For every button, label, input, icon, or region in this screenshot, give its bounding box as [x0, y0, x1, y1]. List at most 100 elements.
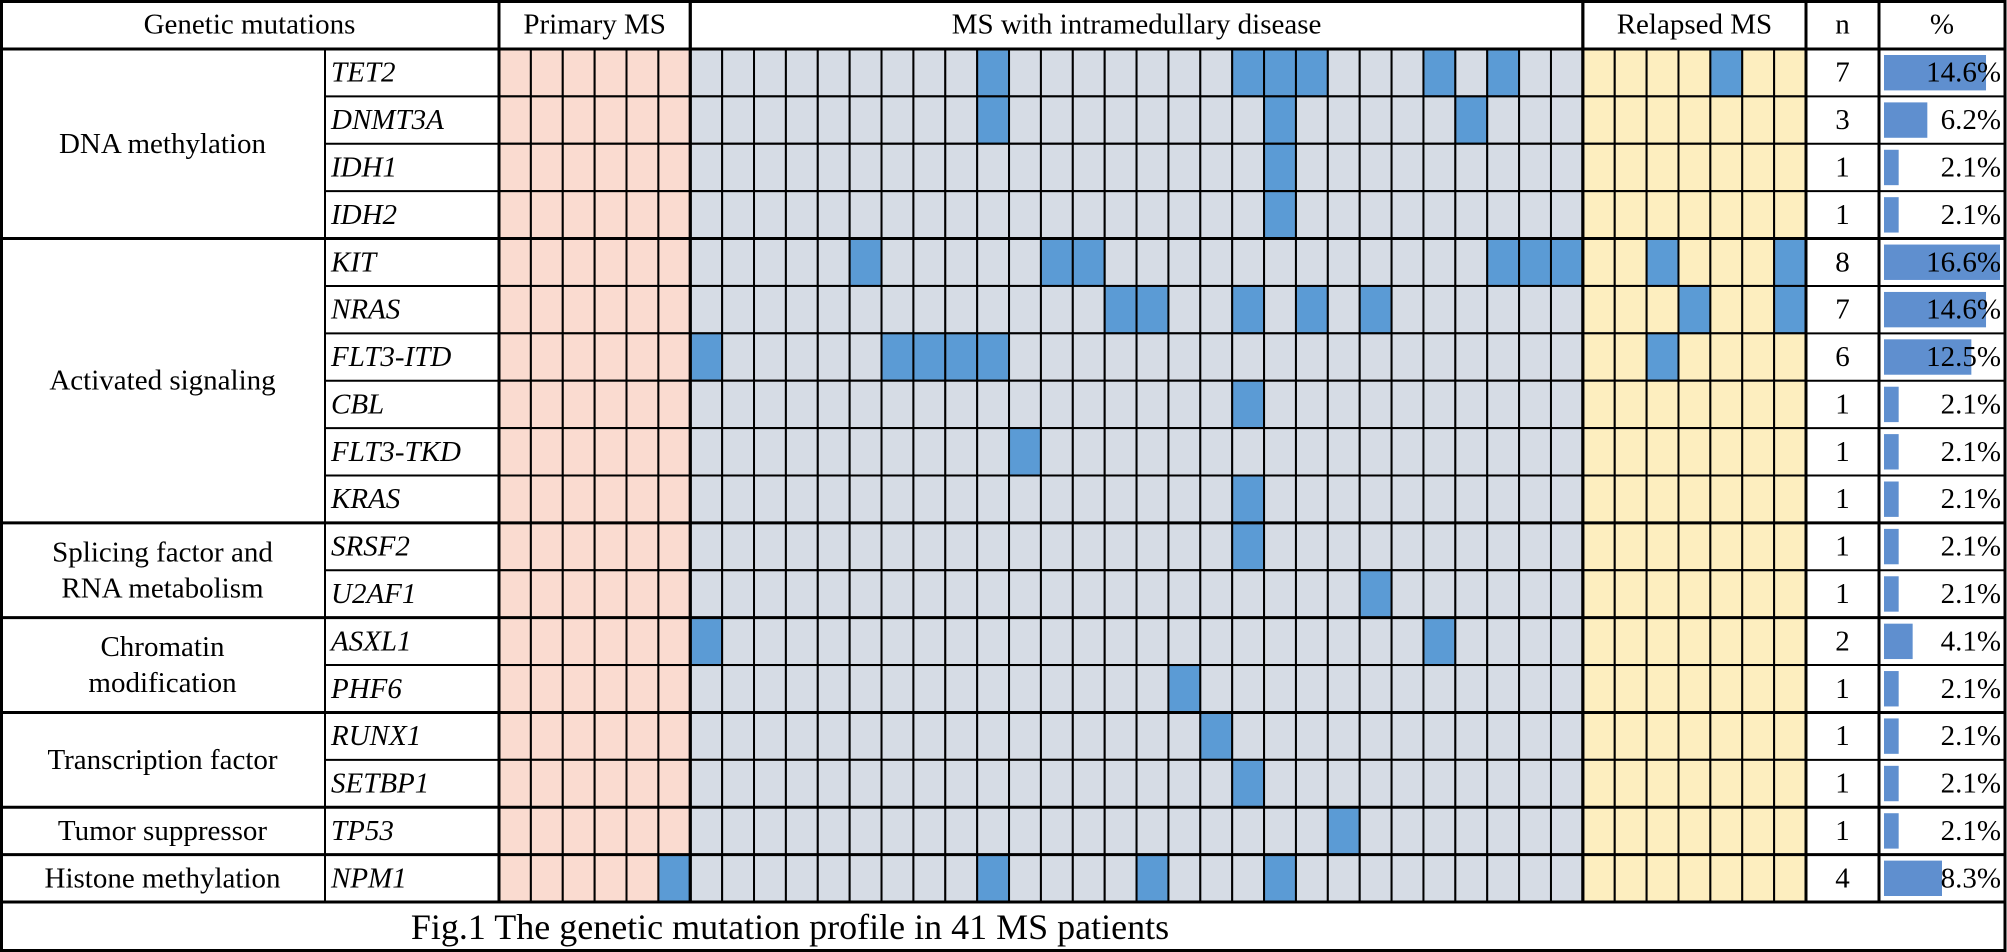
mutation-cell [753, 569, 787, 619]
mutation-cell [1454, 284, 1489, 335]
percent-label: 2.1% [1941, 483, 2001, 515]
mutation-cell [912, 95, 947, 145]
mutation-cell [1518, 521, 1552, 572]
mutation-cell [944, 664, 979, 714]
mutation-cell [1773, 427, 1807, 477]
mutation-cell [1645, 758, 1680, 809]
mutation-cell [1549, 379, 1584, 430]
mutation-cell [784, 237, 819, 287]
mutation-cell [848, 190, 883, 240]
percent-label: 2.1% [1941, 815, 2001, 847]
mutation-cell [784, 569, 819, 619]
mutation-cell [1199, 379, 1234, 430]
mutation-cell [1263, 616, 1297, 667]
mutation-cell [529, 332, 564, 382]
mutation-cell [498, 569, 532, 619]
mutation-cell [912, 48, 947, 98]
mutation-cell [944, 48, 979, 98]
mutation-cell [976, 758, 1011, 809]
mutation-cell [1199, 569, 1234, 619]
mutation-cell [1103, 95, 1138, 145]
mutation-cell [976, 427, 1011, 477]
mutation-cell [1581, 95, 1616, 145]
mutation-cell [593, 664, 628, 714]
mutation-cell [912, 664, 947, 714]
mutation-cell [1613, 190, 1648, 240]
mutation-cell [657, 48, 692, 98]
mutation-cell [816, 190, 851, 240]
group-label: modification [88, 667, 237, 699]
mutation-cell [1135, 237, 1170, 287]
mutation-cell [848, 427, 883, 477]
percent-bar [1884, 149, 1899, 186]
mutation-cell [1741, 379, 1776, 430]
mutation-cell [880, 569, 915, 619]
mutation-cell [1709, 190, 1744, 240]
mutation-cell [1039, 569, 1074, 619]
mutation-cell [976, 521, 1011, 572]
mutation-cell [1454, 142, 1489, 193]
mutation-cell [561, 521, 596, 572]
mutation-cell [1677, 190, 1712, 240]
percent-bar [1884, 434, 1899, 470]
mutation-cell [625, 711, 660, 761]
mutation-cell [1677, 332, 1712, 382]
mutation-cell [1581, 332, 1616, 382]
mutation-cell [561, 142, 596, 193]
mutation-cell [1645, 569, 1680, 619]
mutation-cell [848, 95, 883, 145]
mutation-cell [976, 474, 1011, 524]
mutation-cell [1135, 284, 1170, 335]
mutation-cell [1231, 142, 1266, 193]
mutation-cell [498, 474, 532, 524]
mutation-cell [1103, 664, 1138, 714]
mutation-cell [1103, 474, 1138, 524]
mutation-cell [1358, 664, 1393, 714]
mutation-cell [880, 758, 915, 809]
mutation-cell [1613, 48, 1648, 98]
percent-bar [1884, 718, 1899, 754]
mutation-cell [689, 521, 724, 572]
mutation-cell [1039, 664, 1074, 714]
mutation-cell [689, 190, 724, 240]
mutation-cell [1039, 616, 1074, 667]
mutation-cell [753, 142, 787, 193]
mutation-cell [1263, 853, 1297, 903]
mutation-cell [1677, 379, 1712, 430]
mutation-cell [1741, 521, 1776, 572]
mutation-cell [721, 427, 756, 477]
mutation-cell [753, 237, 787, 287]
mutation-cell [1645, 427, 1680, 477]
gene-name: PHF6 [330, 673, 402, 705]
mutation-cell [657, 95, 692, 145]
mutation-cell [1358, 711, 1393, 761]
mutation-cell [1135, 806, 1170, 856]
mutation-cell [1103, 758, 1138, 809]
mutation-cell [1199, 616, 1234, 667]
mutation-cell [880, 427, 915, 477]
mutation-cell [689, 711, 724, 761]
mutation-cell [944, 332, 979, 382]
percent-bar [1884, 813, 1899, 849]
mutation-cell [1549, 711, 1584, 761]
mutation-cell [816, 284, 851, 335]
mutation-cell [1677, 95, 1712, 145]
mutation-cell [721, 48, 756, 98]
mutation-cell [944, 569, 979, 619]
mutation-cell [1518, 806, 1552, 856]
mutation-cell [1294, 284, 1329, 335]
mutation-cell [912, 853, 947, 903]
mutation-cell [880, 806, 915, 856]
mutation-cell [1549, 427, 1584, 477]
mutation-cell [848, 569, 883, 619]
mutation-cell [1709, 284, 1744, 335]
mutation-cell [1773, 758, 1807, 809]
percent-bar [1884, 244, 2000, 280]
mutation-cell [1263, 474, 1297, 524]
mutation-cell [1677, 569, 1712, 619]
percent-bar [1884, 102, 1928, 138]
mutation-cell [529, 237, 564, 287]
mutation-cell [944, 142, 979, 193]
mutation-cell [1613, 332, 1648, 382]
